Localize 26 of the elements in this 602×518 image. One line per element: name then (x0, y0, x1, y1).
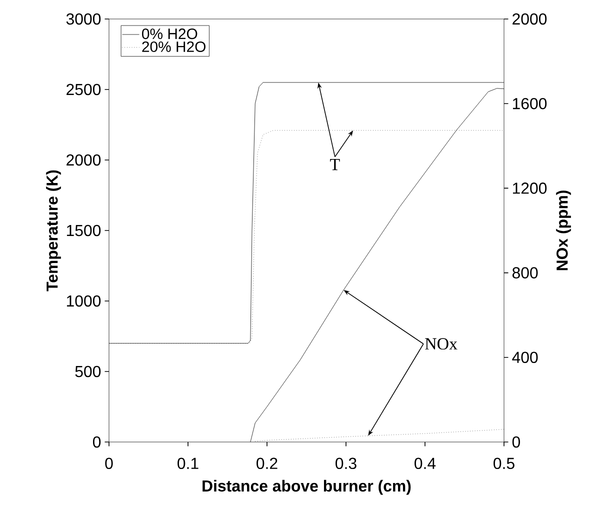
annotation: T (330, 158, 340, 170)
y2-tick-label: 1200 (512, 182, 547, 194)
x-tick-label: 0.5 (494, 458, 514, 470)
y2-tick-label: 400 (512, 352, 538, 364)
y-axis-title: Temperature (K) (46, 170, 61, 292)
x-axis-title: Distance above burner (cm) (202, 480, 411, 495)
y-tick-label: 2000 (66, 154, 101, 166)
y-tick-label: 1500 (66, 224, 101, 236)
legend-label: 20% H2O (142, 41, 206, 52)
y2-tick-label: 2000 (512, 13, 547, 25)
x-tick-label: 0.1 (178, 458, 198, 470)
y-tick-label: 500 (75, 366, 101, 378)
y-tick-label: 2500 (66, 84, 101, 96)
annotation: NOx (425, 338, 458, 350)
y2-tick-label: 0 (512, 436, 520, 448)
y2-axis-title: NOx (ppm) (556, 190, 571, 270)
y-tick-label: 0 (92, 436, 101, 448)
x-tick-label: 0.2 (256, 458, 278, 470)
legend-label: 0% H2O (142, 28, 198, 40)
y2-tick-label: 800 (512, 267, 538, 278)
y-tick-label: 3000 (66, 13, 101, 25)
y2-tick-label: 1600 (512, 98, 547, 110)
x-tick-label: 0.3 (336, 458, 356, 470)
y-tick-label: 1000 (66, 295, 101, 307)
x-tick-label: 0 (105, 458, 113, 470)
x-tick-label: 0.4 (414, 458, 436, 470)
